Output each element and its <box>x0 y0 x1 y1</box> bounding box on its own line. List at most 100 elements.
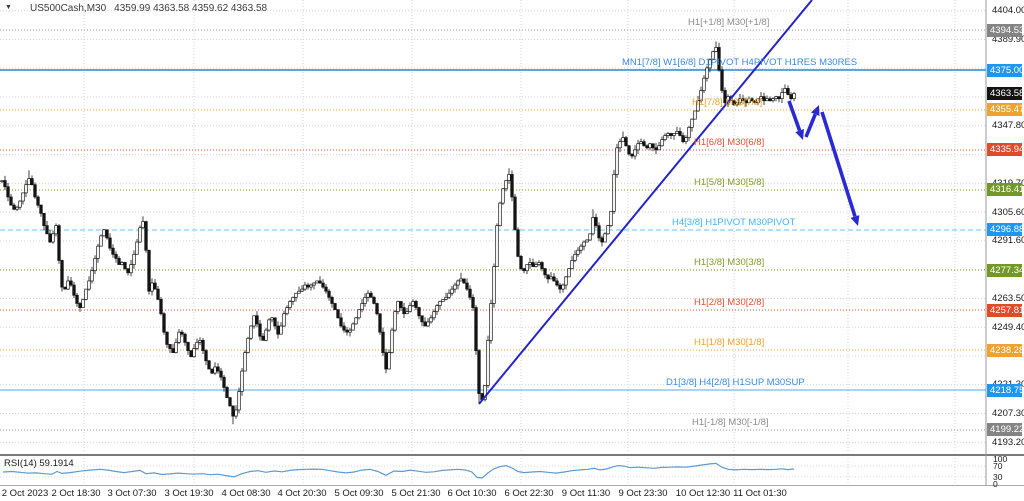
candle-body <box>204 350 208 362</box>
candle-body <box>780 92 784 100</box>
murrey-label-lvl-2-8: H1[2/8] M30[2/8] <box>694 297 765 308</box>
candle-body <box>135 241 139 255</box>
rsi-scale-label: 0 <box>993 479 998 489</box>
candle-body <box>45 225 49 235</box>
candle-body <box>285 307 289 315</box>
candle-body <box>387 352 391 370</box>
candle-body <box>225 387 229 399</box>
candle-body <box>279 325 283 335</box>
candle-body <box>471 296 475 308</box>
candle-body <box>243 352 247 372</box>
candle-body <box>339 317 343 327</box>
time-axis-label[interactable]: 9 Oct 23:30 <box>618 488 668 499</box>
candle-body <box>309 284 313 288</box>
candle-body <box>432 311 436 319</box>
candle-body <box>93 258 97 272</box>
time-axis-label[interactable]: 4 Oct 20:30 <box>277 488 327 499</box>
time-axis-label[interactable]: 2 Oct 2023 <box>1 488 49 499</box>
price-axis-label: 4193.20 <box>992 436 1024 448</box>
rsi-scale-label: 30 <box>993 472 1003 482</box>
candle-body <box>489 303 493 341</box>
price-axis-label: 4404.00 <box>992 5 1024 17</box>
time-axis-label[interactable]: 4 Oct 08:30 <box>221 488 271 499</box>
candle-body <box>615 147 619 175</box>
candle-body <box>129 264 133 274</box>
price-badge-res-8-8: 4375.00 <box>987 63 1024 77</box>
chart-title: US500Cash,M30 4359.99 4363.58 4359.62 436… <box>30 3 267 14</box>
candle-body <box>327 290 331 298</box>
rsi-line[interactable] <box>2 462 795 479</box>
time-axis-label[interactable]: 6 Oct 10:30 <box>447 488 497 499</box>
candle-body <box>219 370 223 378</box>
candle-body <box>396 301 400 313</box>
time-axis-label[interactable]: 11 Oct 01:30 <box>733 488 787 499</box>
candle-body <box>33 184 37 198</box>
candle-body <box>579 245 583 251</box>
candle-body <box>57 225 61 261</box>
candle-body <box>555 280 559 286</box>
candle-body <box>330 296 334 304</box>
candle-body <box>564 276 568 286</box>
candle-body <box>612 174 616 212</box>
forecast-arrow-shaft[interactable] <box>787 100 802 132</box>
candle-body <box>576 249 580 255</box>
candle-body <box>651 143 655 149</box>
forecast-arrowhead[interactable] <box>850 215 860 226</box>
time-axis-label[interactable]: 10 Oct 12:30 <box>675 488 731 499</box>
rsi-scale-label: 100 <box>993 454 1008 464</box>
candle-body <box>237 391 241 411</box>
candle-body <box>102 229 106 237</box>
forecast-arrow-shaft[interactable] <box>804 113 817 138</box>
trendline[interactable] <box>478 0 813 405</box>
candle-body <box>60 260 64 288</box>
price-badge-lvl-1-8: 4238.28 <box>987 343 1024 357</box>
symbol-dropdown-icon[interactable]: ▼ <box>5 4 12 11</box>
candle-body <box>435 305 439 313</box>
candle-body <box>51 233 55 243</box>
candle-body <box>252 315 256 327</box>
chart-symbol-timeframe: US500Cash,M30 <box>30 3 107 14</box>
time-axis-label[interactable]: 6 Oct 22:30 <box>504 488 554 499</box>
candle-body <box>378 313 382 333</box>
candle-body <box>684 137 688 143</box>
candle-body <box>0 180 4 182</box>
candle-body <box>642 141 646 147</box>
candle-body <box>591 217 595 235</box>
candle-body <box>111 247 115 255</box>
price-badge-pivot-4-8: 4296.88 <box>987 223 1024 237</box>
candle-body <box>234 409 238 417</box>
candle-body <box>624 137 628 147</box>
time-axis-label[interactable]: 9 Oct 11:30 <box>561 488 611 499</box>
time-axis-label[interactable]: 3 Oct 07:30 <box>107 488 157 499</box>
time-axis-label[interactable]: 5 Oct 21:30 <box>391 488 441 499</box>
candle-body <box>84 288 88 300</box>
candle-body <box>36 196 40 206</box>
time-axis-label[interactable]: 5 Oct 09:30 <box>334 488 384 499</box>
candle-body <box>519 256 523 270</box>
candle-body <box>639 141 643 145</box>
candle-body <box>207 360 211 370</box>
candle-body <box>660 139 664 147</box>
candle-body <box>534 264 538 267</box>
candle-body <box>30 178 34 186</box>
candle-body <box>732 100 736 106</box>
time-axis-label[interactable]: 2 Oct 18:30 <box>51 488 101 499</box>
candle-body <box>429 317 433 323</box>
candle-body <box>768 98 772 102</box>
time-axis-label[interactable]: 3 Oct 19:30 <box>164 488 214 499</box>
price-badge-lvl-6-8: 4335.94 <box>987 143 1024 157</box>
candle-body <box>777 96 781 100</box>
forecast-arrowhead[interactable] <box>810 105 820 116</box>
candle-body <box>117 258 121 265</box>
pane-separator[interactable] <box>0 454 1024 456</box>
candle-body <box>66 280 70 290</box>
candle-body <box>123 262 127 270</box>
candle-body <box>414 301 418 308</box>
forecast-arrow-shaft[interactable] <box>820 111 857 218</box>
murrey-label-lvl-7-8: H1[7/8] M30[7/8] <box>692 96 763 108</box>
price-badge-lvl-3-8: 4277.34 <box>987 263 1024 277</box>
candle-body <box>789 94 793 100</box>
candle-body <box>99 235 103 247</box>
forecast-arrowhead[interactable] <box>795 129 804 140</box>
